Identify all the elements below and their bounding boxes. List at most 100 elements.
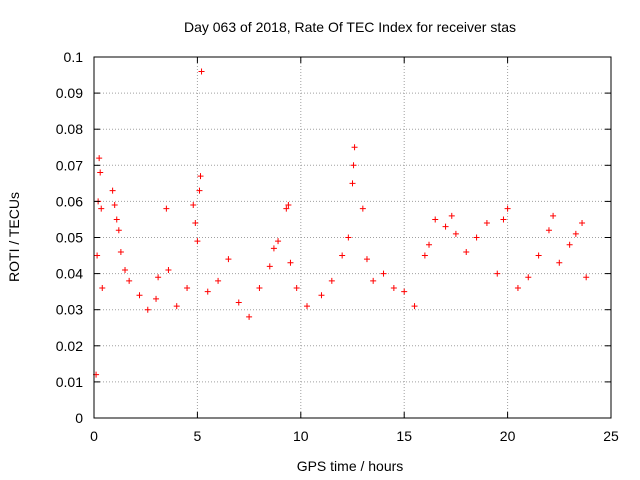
y-tick-label: 0.07: [56, 157, 83, 173]
data-point: [494, 270, 501, 277]
data-point: [473, 234, 480, 241]
data-point: [153, 295, 160, 302]
data-point: [275, 238, 282, 245]
data-point: [550, 212, 557, 219]
data-point: [256, 285, 263, 292]
data-point: [304, 303, 311, 310]
data-point: [235, 299, 242, 306]
data-point: [572, 230, 579, 237]
data-point: [192, 220, 199, 227]
y-tick-label: 0.04: [56, 266, 83, 282]
data-point: [345, 234, 352, 241]
data-point: [556, 259, 563, 266]
data-point: [390, 285, 397, 292]
data-point: [113, 216, 120, 223]
data-point: [94, 252, 101, 259]
x-tick-label: 20: [500, 428, 516, 444]
data-point: [204, 288, 211, 295]
y-tick-label: 0.05: [56, 230, 83, 246]
data-point: [246, 313, 253, 320]
data-point: [117, 248, 124, 255]
y-tick-label: 0.01: [56, 374, 83, 390]
data-point: [432, 216, 439, 223]
data-point: [196, 187, 203, 194]
data-point: [363, 256, 370, 263]
data-point: [426, 241, 433, 248]
x-axis-label: GPS time / hours: [297, 458, 404, 474]
data-point: [318, 292, 325, 299]
data-point: [287, 259, 294, 266]
data-point: [442, 223, 449, 230]
y-tick-label: 0.1: [64, 49, 84, 65]
data-point: [535, 252, 542, 259]
data-point: [350, 162, 357, 169]
x-tick-label: 25: [603, 428, 619, 444]
y-tick-label: 0.02: [56, 338, 83, 354]
x-tick-label: 5: [194, 428, 202, 444]
data-point: [483, 220, 490, 227]
y-tick-label: 0.08: [56, 121, 83, 137]
data-point: [96, 155, 103, 162]
data-point: [293, 285, 300, 292]
data-point: [463, 248, 470, 255]
data-point: [184, 285, 191, 292]
data-point: [545, 227, 552, 234]
data-point: [359, 205, 366, 212]
data-point: [500, 216, 507, 223]
data-point: [285, 202, 292, 209]
data-point: [270, 245, 277, 252]
chart-title: Day 063 of 2018, Rate Of TEC Index for r…: [184, 19, 516, 35]
data-point: [401, 288, 408, 295]
data-point: [579, 220, 586, 227]
data-point: [197, 173, 204, 180]
data-point: [163, 205, 170, 212]
data-point: [136, 292, 143, 299]
y-tick-label: 0.03: [56, 302, 83, 318]
data-point: [144, 306, 151, 313]
data-point: [380, 270, 387, 277]
x-tick-label: 15: [396, 428, 412, 444]
data-point: [266, 263, 273, 270]
data-point: [566, 241, 573, 248]
data-point: [283, 205, 290, 212]
data-point: [109, 187, 116, 194]
y-tick-label: 0.09: [56, 85, 83, 101]
x-tick-label: 0: [90, 428, 98, 444]
data-point: [99, 285, 106, 292]
data-point: [126, 277, 133, 284]
data-point: [198, 68, 205, 75]
data-point: [339, 252, 346, 259]
data-point: [115, 227, 122, 234]
data-point: [514, 285, 521, 292]
data-point: [190, 202, 197, 209]
data-point: [165, 266, 172, 273]
y-tick-label: 0.06: [56, 193, 83, 209]
data-point: [155, 274, 162, 281]
data-point: [328, 277, 335, 284]
data-point: [525, 274, 532, 281]
data-point: [122, 266, 129, 273]
data-point: [215, 277, 222, 284]
data-point: [225, 256, 232, 263]
data-point: [194, 238, 201, 245]
data-point: [504, 205, 511, 212]
data-point: [448, 212, 455, 219]
y-tick-label: 0: [75, 410, 83, 426]
data-point: [173, 303, 180, 310]
tick-labels: 0 5 10 15 20 25 0 0.01 0.02 0.03 0.04 0.05 0.06 0.07 0…: [56, 49, 619, 444]
data-point: [583, 274, 590, 281]
data-point: [370, 277, 377, 284]
data-point: [411, 303, 418, 310]
x-tick-label: 10: [293, 428, 309, 444]
data-point: [452, 230, 459, 237]
data-point: [97, 169, 104, 176]
data-point: [351, 144, 358, 151]
data-point: [421, 252, 428, 259]
axis-ticks: [93, 56, 612, 419]
data-point: [98, 205, 105, 212]
data-point: [349, 180, 356, 187]
y-axis-label: ROTI / TECUs: [6, 192, 22, 282]
data-point: [111, 202, 118, 209]
